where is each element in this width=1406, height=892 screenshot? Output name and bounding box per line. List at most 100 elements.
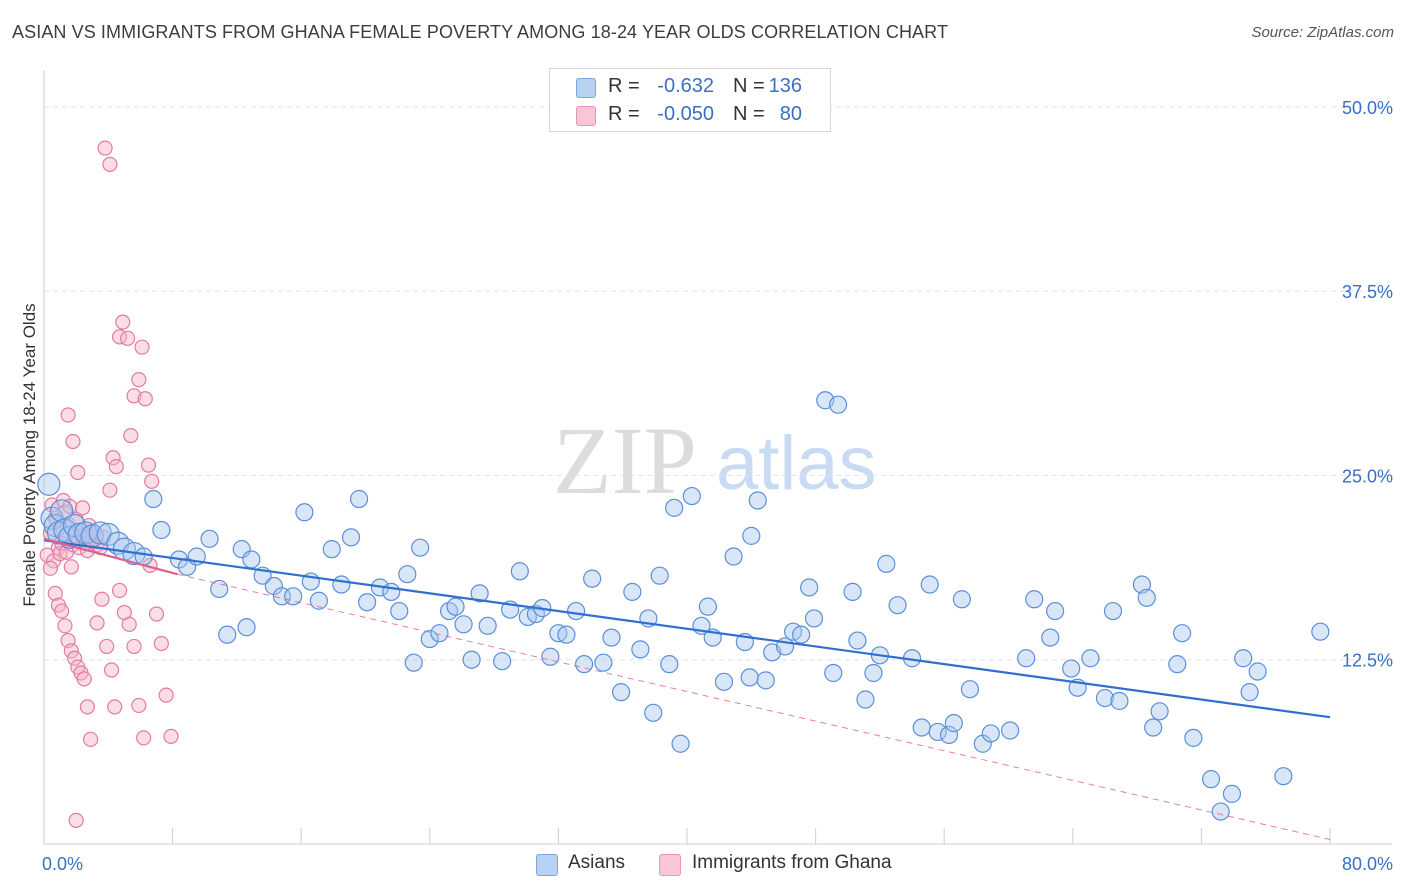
legend-swatch-ghana bbox=[576, 106, 596, 126]
asian-point bbox=[1137, 588, 1156, 607]
ghana-point bbox=[107, 699, 123, 715]
ghana-point bbox=[119, 330, 136, 346]
ghana-point bbox=[74, 500, 91, 516]
asian-point bbox=[242, 550, 261, 569]
asian-point bbox=[134, 547, 153, 566]
asian-point bbox=[382, 582, 401, 601]
ghana-point bbox=[105, 450, 121, 466]
asian-point bbox=[724, 547, 743, 566]
watermark-zip: ZIP bbox=[553, 407, 697, 514]
x-tick-label: 0.0% bbox=[42, 854, 83, 874]
ghana-point bbox=[131, 697, 147, 714]
asian-point bbox=[1201, 770, 1221, 789]
asian-point bbox=[462, 650, 481, 669]
asian-point bbox=[430, 624, 449, 643]
asian-point bbox=[848, 631, 867, 650]
asian-point bbox=[1144, 718, 1163, 737]
ghana-point bbox=[102, 156, 118, 172]
asian-point bbox=[96, 522, 120, 547]
asian-point bbox=[398, 565, 417, 584]
asian-point bbox=[939, 725, 959, 745]
axes bbox=[43, 70, 1392, 845]
asian-point bbox=[358, 593, 377, 612]
asian-point bbox=[644, 703, 663, 722]
asian-point bbox=[671, 734, 690, 753]
ghana-point bbox=[163, 728, 179, 744]
asian-point bbox=[912, 718, 931, 737]
asian-point bbox=[594, 653, 613, 672]
chart-title: ASIAN VS IMMIGRANTS FROM GHANA FEMALE PO… bbox=[12, 22, 949, 42]
asian-point bbox=[756, 671, 775, 690]
legend-n-value: 136 bbox=[768, 75, 802, 97]
legend-r-label: R = bbox=[608, 75, 640, 97]
ghana-point bbox=[111, 582, 128, 599]
legend-row-asians: R = -0.632 N = 136 bbox=[550, 73, 830, 101]
asian-point bbox=[1274, 767, 1293, 786]
asian-point bbox=[1240, 683, 1259, 702]
asian-point bbox=[748, 491, 767, 510]
ghana-point bbox=[79, 699, 96, 715]
ghana-point bbox=[68, 812, 84, 829]
y-tick-label: 12.5% bbox=[1342, 651, 1393, 671]
asian-point bbox=[650, 566, 669, 585]
asian-point bbox=[856, 690, 875, 709]
asian-point bbox=[152, 520, 171, 540]
asians-trend-line bbox=[43, 539, 1331, 719]
trend-lines bbox=[43, 537, 1331, 841]
bottom-legend-label-asians: Asians bbox=[568, 852, 626, 873]
ghana-point bbox=[140, 457, 157, 473]
legend-r-value: -0.050 bbox=[657, 103, 714, 125]
ghana-point bbox=[126, 638, 142, 655]
ghana-point bbox=[108, 458, 124, 475]
watermark-atlas: atlas bbox=[716, 421, 877, 506]
asian-point bbox=[877, 554, 896, 573]
ghana-point bbox=[148, 606, 165, 622]
asian-point bbox=[960, 680, 980, 699]
ghana-point bbox=[123, 428, 139, 444]
asian-point bbox=[557, 625, 576, 644]
ghana-point bbox=[63, 559, 79, 575]
asian-point bbox=[714, 672, 734, 691]
y-tick-label: 37.5% bbox=[1342, 282, 1393, 302]
asian-point bbox=[864, 663, 883, 683]
ghana-point bbox=[42, 560, 59, 576]
bottom-legend-swatch-asians bbox=[536, 854, 558, 876]
ghana-point bbox=[89, 615, 105, 631]
ghana-points bbox=[39, 140, 179, 829]
ghana-point bbox=[153, 635, 169, 652]
asian-point bbox=[309, 591, 328, 610]
asian-point bbox=[829, 395, 848, 414]
asian-point bbox=[1222, 784, 1242, 803]
ghana-point bbox=[158, 687, 174, 703]
y-tick-label: 25.0% bbox=[1342, 466, 1393, 486]
asian-point bbox=[698, 597, 717, 616]
ghana-point bbox=[63, 643, 79, 659]
asian-point bbox=[1081, 649, 1100, 668]
asian-point bbox=[920, 575, 939, 594]
ghana-point bbox=[60, 407, 76, 423]
ghana-point bbox=[76, 671, 92, 687]
tick-labels: 12.5% 25.0% 37.5% 50.0% 0.0% 80.0% bbox=[42, 98, 1393, 874]
asian-point bbox=[470, 584, 489, 603]
ghana-point bbox=[102, 482, 118, 498]
ghana-point bbox=[134, 339, 150, 355]
ghana-point bbox=[144, 473, 160, 489]
x-tick-label: 80.0% bbox=[1342, 854, 1393, 874]
asian-point bbox=[454, 615, 473, 634]
asian-point bbox=[200, 529, 219, 548]
ghana-point bbox=[126, 388, 142, 404]
legend-swatch-asians bbox=[576, 78, 596, 98]
bottom-legend-swatch-ghana bbox=[659, 854, 681, 876]
asian-point bbox=[566, 601, 586, 621]
asian-point bbox=[1173, 624, 1192, 643]
asian-points bbox=[37, 391, 1330, 821]
asian-point bbox=[390, 601, 409, 621]
ghana-point bbox=[83, 731, 99, 747]
asian-point bbox=[478, 616, 497, 635]
asian-point bbox=[295, 503, 314, 522]
asian-point bbox=[742, 526, 761, 545]
ghana-trend-line bbox=[43, 537, 178, 576]
asian-point bbox=[1110, 691, 1129, 711]
asian-point bbox=[1211, 802, 1230, 821]
